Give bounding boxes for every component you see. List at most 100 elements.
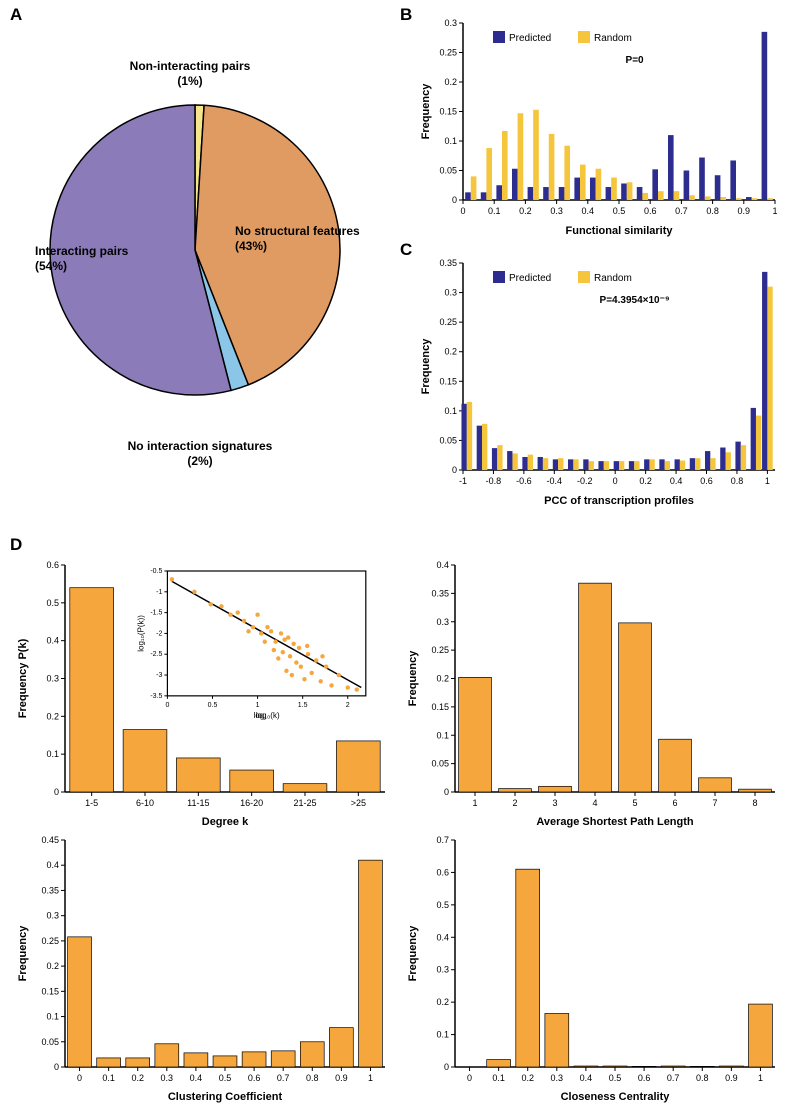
svg-text:Random: Random xyxy=(594,33,632,44)
svg-text:0.6: 0.6 xyxy=(248,1073,261,1083)
svg-text:0: 0 xyxy=(452,465,457,475)
svg-text:0.8: 0.8 xyxy=(706,206,719,216)
svg-text:3: 3 xyxy=(552,798,557,808)
svg-text:Frequency: Frequency xyxy=(420,338,432,395)
svg-text:P=4.3954×10⁻⁹: P=4.3954×10⁻⁹ xyxy=(600,295,670,306)
svg-text:log₁₀(P(k)): log₁₀(P(k)) xyxy=(136,615,145,652)
svg-text:0.05: 0.05 xyxy=(439,435,457,445)
svg-text:Average Shortest Path Length: Average Shortest Path Length xyxy=(536,816,694,828)
svg-text:0.35: 0.35 xyxy=(439,258,457,268)
svg-text:0.25: 0.25 xyxy=(41,936,59,946)
svg-text:-0.6: -0.6 xyxy=(516,476,532,486)
svg-text:>25: >25 xyxy=(351,798,366,808)
svg-text:1: 1 xyxy=(368,1073,373,1083)
svg-text:0.15: 0.15 xyxy=(431,702,449,712)
svg-text:7: 7 xyxy=(712,798,717,808)
svg-text:PCC of transcription profiles: PCC of transcription profiles xyxy=(544,495,694,507)
svg-text:-1: -1 xyxy=(156,589,162,596)
svg-text:0.9: 0.9 xyxy=(335,1073,348,1083)
svg-text:Random: Random xyxy=(594,273,632,284)
svg-text:No structural features: No structural features xyxy=(235,224,360,238)
svg-text:Predicted: Predicted xyxy=(509,273,551,284)
panel-d-label: D xyxy=(10,535,22,555)
svg-text:0.3: 0.3 xyxy=(444,288,457,298)
svg-text:0.7: 0.7 xyxy=(675,206,688,216)
svg-text:0.2: 0.2 xyxy=(131,1073,144,1083)
svg-text:0.4: 0.4 xyxy=(46,860,59,870)
svg-text:0.3: 0.3 xyxy=(161,1073,174,1083)
svg-text:0.4: 0.4 xyxy=(46,636,59,646)
svg-text:0.6: 0.6 xyxy=(644,206,657,216)
svg-text:0: 0 xyxy=(444,787,449,797)
panel-b-chart: 00.050.10.150.20.250.300.10.20.30.40.50.… xyxy=(415,15,785,240)
svg-text:(54%): (54%) xyxy=(35,259,67,273)
panel-d-degree: 00.10.20.30.40.50.61-56-1011-1516-2021-2… xyxy=(10,555,395,830)
svg-text:0.3: 0.3 xyxy=(436,617,449,627)
svg-text:Frequency: Frequency xyxy=(407,650,419,707)
svg-text:0.05: 0.05 xyxy=(431,759,449,769)
svg-text:Clustering Coefficient: Clustering Coefficient xyxy=(168,1091,283,1103)
svg-text:0.8: 0.8 xyxy=(306,1073,319,1083)
svg-text:-1.5: -1.5 xyxy=(150,610,162,617)
svg-text:Frequency: Frequency xyxy=(407,925,419,982)
svg-text:0.3: 0.3 xyxy=(550,206,563,216)
svg-text:-3.5: -3.5 xyxy=(150,693,162,700)
svg-text:0.2: 0.2 xyxy=(436,674,449,684)
svg-text:0.2: 0.2 xyxy=(519,206,532,216)
svg-text:1: 1 xyxy=(758,1073,763,1083)
svg-text:0.45: 0.45 xyxy=(41,835,59,845)
svg-text:0.4: 0.4 xyxy=(670,476,683,486)
svg-text:0.35: 0.35 xyxy=(431,588,449,598)
svg-text:0.2: 0.2 xyxy=(46,961,59,971)
svg-text:-0.2: -0.2 xyxy=(577,476,593,486)
svg-text:No interaction signatures: No interaction signatures xyxy=(128,439,273,453)
svg-text:(2%): (2%) xyxy=(187,454,212,468)
svg-text:0.1: 0.1 xyxy=(492,1073,505,1083)
svg-text:0.6: 0.6 xyxy=(436,867,449,877)
svg-text:-2: -2 xyxy=(156,630,162,637)
svg-text:0.8: 0.8 xyxy=(731,476,744,486)
panel-a-pie: Non-interacting pairs(1%)No structural f… xyxy=(0,20,390,520)
svg-text:0: 0 xyxy=(165,702,169,709)
svg-text:1: 1 xyxy=(772,206,777,216)
svg-text:Non-interacting pairs: Non-interacting pairs xyxy=(130,59,251,73)
svg-text:0.5: 0.5 xyxy=(46,598,59,608)
svg-text:0.4: 0.4 xyxy=(582,206,595,216)
svg-text:-3: -3 xyxy=(156,672,162,679)
svg-text:6-10: 6-10 xyxy=(136,798,154,808)
svg-text:-0.5: -0.5 xyxy=(150,568,162,575)
svg-text:0.9: 0.9 xyxy=(725,1073,738,1083)
svg-text:0.3: 0.3 xyxy=(444,18,457,28)
svg-text:-0.4: -0.4 xyxy=(547,476,563,486)
svg-text:0.6: 0.6 xyxy=(638,1073,651,1083)
panel-d-clustering: 00.050.10.150.20.250.30.350.40.4500.10.2… xyxy=(10,830,395,1105)
svg-text:6: 6 xyxy=(672,798,677,808)
svg-text:21-25: 21-25 xyxy=(293,798,316,808)
svg-text:16-20: 16-20 xyxy=(240,798,263,808)
svg-text:2: 2 xyxy=(512,798,517,808)
svg-text:0.2: 0.2 xyxy=(436,997,449,1007)
panel-d-path: 00.050.10.150.20.250.30.350.412345678Ave… xyxy=(400,555,785,830)
panel-c-chart: 00.050.10.150.20.250.30.35-1-0.8-0.6-0.4… xyxy=(415,255,785,510)
svg-text:0.8: 0.8 xyxy=(696,1073,709,1083)
svg-text:0.1: 0.1 xyxy=(436,1030,449,1040)
svg-text:0.35: 0.35 xyxy=(41,885,59,895)
svg-text:0.1: 0.1 xyxy=(436,730,449,740)
svg-text:0.05: 0.05 xyxy=(41,1037,59,1047)
svg-text:0.25: 0.25 xyxy=(431,645,449,655)
svg-text:0.05: 0.05 xyxy=(439,166,457,176)
svg-text:0.2: 0.2 xyxy=(444,347,457,357)
svg-text:P=0: P=0 xyxy=(626,55,645,66)
svg-text:Frequency: Frequency xyxy=(420,83,432,140)
svg-text:0.5: 0.5 xyxy=(219,1073,232,1083)
svg-text:0.25: 0.25 xyxy=(439,48,457,58)
svg-text:0.15: 0.15 xyxy=(41,986,59,996)
svg-text:0.15: 0.15 xyxy=(439,107,457,117)
svg-text:0.4: 0.4 xyxy=(190,1073,203,1083)
svg-text:2: 2 xyxy=(346,702,350,709)
svg-text:1: 1 xyxy=(256,702,260,709)
svg-text:0.2: 0.2 xyxy=(46,711,59,721)
svg-text:8: 8 xyxy=(752,798,757,808)
svg-text:0.1: 0.1 xyxy=(46,749,59,759)
svg-text:4: 4 xyxy=(592,798,597,808)
